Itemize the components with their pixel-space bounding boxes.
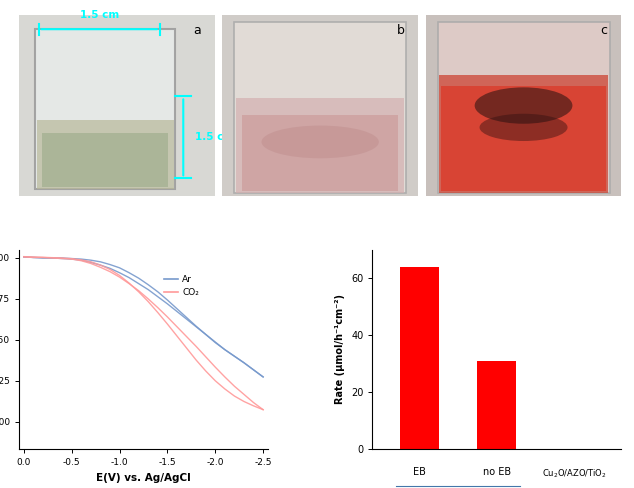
Text: c: c [600, 24, 607, 37]
FancyBboxPatch shape [439, 75, 607, 193]
Y-axis label: Rate (μmol/h⁻¹cm⁻²): Rate (μmol/h⁻¹cm⁻²) [335, 294, 346, 405]
FancyBboxPatch shape [234, 22, 406, 193]
Bar [399, 267, 439, 449]
FancyBboxPatch shape [441, 85, 605, 191]
FancyBboxPatch shape [35, 29, 176, 189]
FancyBboxPatch shape [242, 115, 398, 191]
FancyBboxPatch shape [437, 22, 609, 193]
Bar [477, 361, 516, 449]
Text: no EB: no EB [483, 468, 511, 477]
X-axis label: E(V) vs. Ag/AgCl: E(V) vs. Ag/AgCl [96, 472, 191, 483]
Text: Cu$_2$O/AZO/TiO$_2$: Cu$_2$O/AZO/TiO$_2$ [542, 468, 607, 480]
Legend: Ar, CO₂: Ar, CO₂ [160, 271, 203, 301]
Text: EB: EB [413, 468, 425, 477]
Text: 1.5 cm: 1.5 cm [195, 132, 235, 142]
FancyBboxPatch shape [236, 98, 404, 193]
FancyBboxPatch shape [42, 133, 167, 187]
FancyBboxPatch shape [37, 120, 174, 189]
Ellipse shape [261, 125, 379, 158]
Ellipse shape [475, 87, 573, 124]
Text: a: a [193, 24, 201, 37]
Text: b: b [396, 24, 404, 37]
Ellipse shape [479, 114, 567, 141]
Text: 1.5 cm: 1.5 cm [80, 10, 119, 20]
